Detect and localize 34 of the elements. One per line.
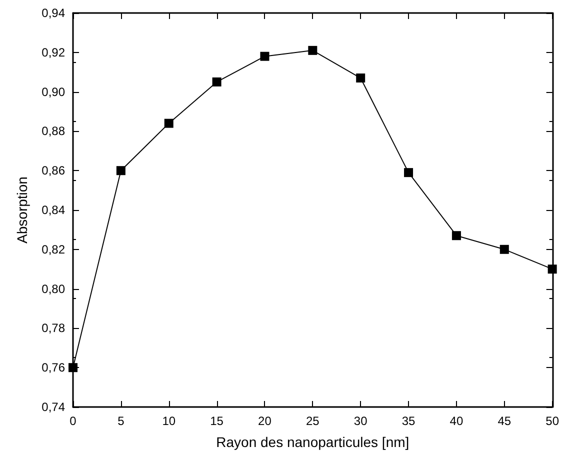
y-tick-label: 0,74	[42, 400, 66, 414]
x-tick-label: 0	[70, 414, 77, 428]
point	[212, 77, 222, 86]
x-tick-label: 25	[306, 414, 320, 428]
point	[500, 244, 509, 254]
y-tick-label: 0,90	[42, 84, 66, 99]
point	[356, 74, 366, 83]
point	[260, 52, 270, 61]
y-tick-label: 0,92	[42, 45, 66, 60]
x-tick-label: 35	[402, 414, 416, 428]
point	[308, 46, 318, 55]
x-tick-label: 10	[162, 414, 176, 428]
x-tick-label: 15	[210, 414, 224, 428]
x-tick-label: 5	[118, 414, 125, 428]
point	[548, 264, 557, 274]
x-tick-label: 30	[354, 414, 368, 428]
y-tick-label: 0,94	[42, 6, 66, 20]
y-tick-label: 0,88	[42, 124, 66, 138]
y-tick-label: 0,86	[42, 164, 66, 178]
x-tick-label: 40	[450, 414, 464, 428]
point	[404, 168, 414, 178]
point	[164, 118, 174, 128]
y-tick-label: 0,84	[42, 203, 66, 217]
y-tick-label: 0,78	[42, 321, 66, 336]
x-tick-label: 45	[498, 414, 512, 428]
x-axis-title: Rayon des nanoparticules [nm]	[216, 434, 410, 450]
point	[116, 166, 126, 176]
y-axis-title: Absorption	[14, 176, 30, 244]
x-tick-label: 50	[546, 414, 560, 428]
point	[452, 231, 461, 240]
y-tick-label: 0,80	[42, 282, 66, 296]
y-tick-label: 0,82	[42, 242, 66, 256]
y-tick-label: 0,76	[42, 360, 66, 375]
x-tick-label: 20	[258, 414, 272, 428]
